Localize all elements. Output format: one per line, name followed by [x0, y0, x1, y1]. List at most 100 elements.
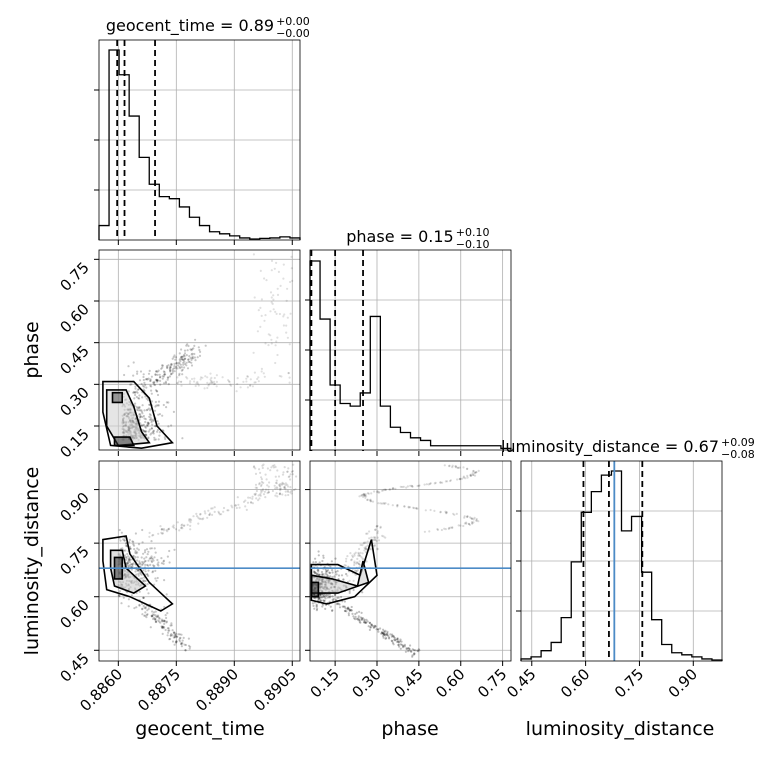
scatter-point-phase-ld [367, 625, 370, 628]
scatter-point-phase-ld [374, 624, 377, 628]
scatter-point-geocent-phase [148, 418, 152, 421]
scatter-point-phase-ld [411, 485, 414, 488]
scatter-point-phase-ld [471, 522, 474, 525]
scatter-point-geocent-ld [187, 644, 191, 647]
panel-title-text: phase = 0.15 [346, 227, 453, 246]
scatter-point-phase-ld [358, 554, 361, 557]
scatter-point-phase-ld [384, 637, 387, 640]
scatter-point-geocent-phase [198, 354, 202, 357]
scatter-point-geocent-phase [149, 416, 152, 419]
scatter-point-geocent-phase [157, 400, 161, 403]
scatter-point-geocent-ld [170, 624, 173, 627]
axis-label-x-phase: phase [381, 718, 438, 740]
scatter-point-geocent-ld [262, 481, 265, 484]
scatter-point-geocent-phase [159, 379, 162, 382]
scatter-point-phase-ld [402, 644, 405, 647]
scatter-point-geocent-phase [180, 358, 184, 361]
scatter-point-geocent-phase [154, 373, 157, 376]
scatter-point-geocent-ld [141, 541, 144, 544]
scatter-point-geocent-ld [259, 471, 262, 474]
scatter-point-geocent-ld [154, 617, 157, 621]
scatter-point-phase-ld [402, 485, 405, 488]
scatter-point-geocent-phase [144, 433, 147, 436]
scatter-point-phase-ld [324, 572, 327, 575]
scatter-point-geocent-ld [267, 491, 270, 494]
scatter-point-phase-ld [436, 528, 439, 532]
scatter-point-phase-ld [459, 477, 462, 481]
scatter-point-geocent-ld [180, 642, 183, 646]
scatter-point-geocent-phase [147, 436, 150, 439]
scatter-point-phase-ld [320, 596, 323, 599]
scatter-point-geocent-ld [242, 500, 246, 503]
scatter-point-geocent-ld [136, 559, 139, 562]
scatter-point-geocent-ld [260, 484, 263, 488]
scatter-point-phase-ld [474, 471, 477, 474]
scatter-point-geocent-ld [192, 515, 195, 518]
scatter-point-geocent-phase [209, 372, 212, 375]
scatter-point-geocent-ld [226, 509, 229, 512]
scatter-point-phase-ld [460, 477, 464, 480]
scatter-point-geocent-ld [278, 493, 282, 496]
scatter-point-phase-ld [322, 603, 325, 606]
scatter-point-geocent-phase [189, 348, 192, 351]
scatter-point-geocent-phase [171, 368, 174, 371]
scatter-point-geocent-ld [197, 516, 200, 519]
scatter-point-geocent-ld [261, 488, 265, 491]
scatter-point-phase-ld [382, 634, 385, 638]
scatter-point-geocent-ld [277, 475, 281, 478]
scatter-point-geocent-ld [284, 494, 287, 497]
scatter-point-phase-ld [375, 628, 378, 631]
scatter-point-phase-ld [428, 530, 431, 533]
scatter-point-phase-ld [360, 618, 363, 621]
scatter-point-phase-ld [445, 511, 448, 514]
scatter-point-geocent-ld [272, 466, 275, 469]
scatter-point-geocent-ld [132, 562, 135, 565]
scatter-point-geocent-phase [176, 381, 179, 384]
scatter-point-phase-ld [318, 597, 322, 600]
scatter-point-phase-ld [364, 547, 367, 550]
scatter-point-phase-ld [466, 476, 469, 479]
scatter-point-geocent-ld [138, 570, 141, 573]
scatter-point-geocent-ld [163, 605, 166, 609]
scatter-point-geocent-phase [269, 334, 272, 337]
scatter-point-phase-ld [366, 540, 369, 543]
scatter-point-phase-ld [452, 512, 455, 515]
scatter-point-geocent-ld [258, 482, 261, 485]
scatter-point-geocent-phase [139, 416, 142, 419]
scatter-point-geocent-ld [162, 529, 165, 532]
scatter-point-geocent-phase [264, 342, 267, 345]
scatter-point-geocent-ld [153, 618, 156, 621]
scatter-point-phase-ld [374, 539, 377, 542]
scatter-point-geocent-phase [267, 333, 270, 336]
scatter-point-geocent-phase [141, 404, 144, 407]
scatter-point-phase-ld [365, 560, 368, 563]
scatter-point-geocent-ld [147, 592, 150, 595]
scatter-point-geocent-ld [123, 539, 126, 542]
scatter-point-geocent-ld [173, 643, 176, 646]
scatter-point-phase-ld [384, 536, 387, 539]
scatter-point-phase-ld [382, 632, 385, 635]
scatter-point-geocent-ld [245, 508, 248, 511]
scatter-point-phase-ld [383, 488, 386, 491]
scatter-point-geocent-ld [129, 547, 132, 550]
scatter-point-geocent-phase [139, 415, 142, 418]
scatter-point-phase-ld [399, 485, 402, 488]
scatter-point-geocent-phase [191, 357, 194, 360]
scatter-point-phase-ld [314, 561, 317, 564]
scatter-point-geocent-phase [213, 380, 216, 383]
scatter-point-phase-ld [326, 569, 330, 572]
scatter-point-phase-ld [439, 511, 442, 514]
scatter-point-geocent-ld [292, 463, 295, 466]
scatter-point-phase-ld [368, 628, 371, 632]
scatter-point-geocent-ld [131, 540, 134, 543]
scatter-point-geocent-ld [173, 635, 176, 639]
scatter-point-geocent-phase [145, 409, 148, 412]
scatter-point-geocent-ld [162, 560, 165, 563]
scatter-point-geocent-phase [164, 382, 168, 385]
scatter-point-geocent-phase [278, 374, 281, 378]
scatter-point-phase-ld [375, 539, 378, 543]
scatter-point-geocent-phase [178, 362, 181, 365]
scatter-point-geocent-phase [256, 330, 259, 333]
scatter-point-geocent-ld [290, 489, 293, 493]
scatter-point-geocent-ld [283, 487, 286, 490]
